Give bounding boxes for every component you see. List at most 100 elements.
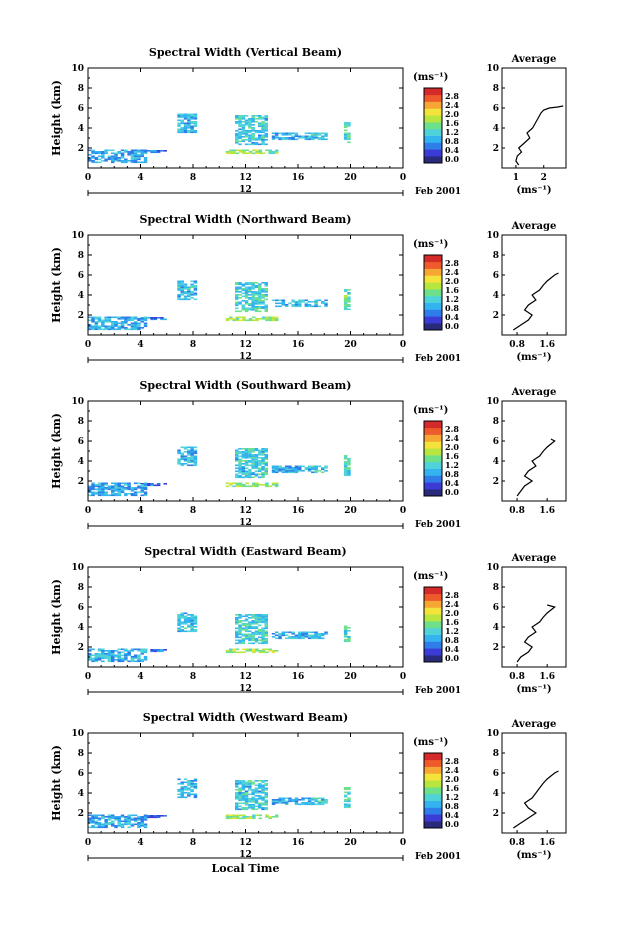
heatmap-cell <box>193 125 198 128</box>
heatmap-cell <box>232 149 236 152</box>
heatmap-cell <box>187 795 191 797</box>
heatmap-cell <box>180 793 184 796</box>
heatmap-cell <box>241 463 246 465</box>
y-tick-label: 10 <box>71 397 84 407</box>
heatmap-cell <box>264 624 268 627</box>
heatmap-cell <box>143 151 148 153</box>
heatmap-cell <box>180 796 184 799</box>
heatmap-cell <box>284 138 289 141</box>
heatmap-cell <box>91 488 95 491</box>
heatmap-cell <box>111 825 115 827</box>
heatmap-cell <box>130 151 135 153</box>
heatmap-cell <box>238 464 242 467</box>
heatmap-cell <box>301 301 305 303</box>
heatmap-cell <box>177 463 181 465</box>
heatmap-cell <box>130 488 135 491</box>
heatmap-cell <box>127 820 131 823</box>
heatmap-cell <box>301 802 305 804</box>
heatmap-cell <box>343 126 348 129</box>
heatmap-cell <box>271 135 276 138</box>
heatmap-cell <box>117 656 121 658</box>
heatmap-cell <box>343 302 348 305</box>
heatmap-cell <box>177 461 181 464</box>
colorbar-segment <box>424 156 442 164</box>
heatmap-cell <box>343 791 348 794</box>
heatmap-cell <box>229 814 233 817</box>
heatmap-cell <box>264 307 268 310</box>
heatmap-cell <box>193 615 198 618</box>
heatmap-cell <box>187 295 191 298</box>
heatmap-cells <box>88 446 351 497</box>
heatmap-cell <box>111 491 115 494</box>
heatmap-cell <box>291 135 295 138</box>
heatmap-cell <box>347 141 351 144</box>
heatmap-cell <box>321 468 325 471</box>
heatmap-cell <box>264 458 268 461</box>
heatmap-cell <box>235 635 239 637</box>
heatmap-cell <box>153 815 158 817</box>
heatmap-cell <box>94 325 99 328</box>
heatmap-cell <box>288 132 292 135</box>
heatmap-cell <box>133 654 138 657</box>
heatmap-cell <box>254 130 259 132</box>
heatmap-cell <box>265 316 269 319</box>
heatmap-cell <box>150 484 154 487</box>
heatmap-cell <box>244 133 249 135</box>
heatmap-cell <box>261 125 265 128</box>
heatmap-cell <box>187 118 191 120</box>
heatmap-cell <box>190 130 194 132</box>
average-frame <box>501 234 567 336</box>
heatmap-cell <box>235 798 239 800</box>
colorbar-tick-label: 1.2 <box>445 460 459 470</box>
heatmap-cell <box>347 627 351 629</box>
heatmap-cell <box>248 786 252 788</box>
heatmap-cell <box>232 318 236 320</box>
heatmap-cell <box>183 292 188 295</box>
heatmap-cell <box>225 814 230 817</box>
heatmap-cell <box>143 825 148 827</box>
heatmap-cell <box>288 636 292 638</box>
heatmap-cell <box>317 803 322 806</box>
heatmap-cell <box>124 656 128 658</box>
heatmap-cell <box>288 134 292 136</box>
heatmap-cell <box>324 138 328 141</box>
heatmap-cell <box>114 490 118 492</box>
heatmap-cell <box>88 328 92 331</box>
heatmap-cell <box>264 802 268 805</box>
heatmap-cell <box>133 494 138 497</box>
heatmap-cell <box>193 793 198 796</box>
heatmap-cell <box>248 485 253 488</box>
x-tick-label: 0 <box>400 506 406 516</box>
heatmap-cell <box>97 155 102 158</box>
heatmap-cell <box>120 321 125 323</box>
heatmap-cell <box>120 155 125 158</box>
heatmap-cell <box>133 493 138 495</box>
heatmap-cell <box>140 488 144 491</box>
heatmap-cell <box>242 817 246 820</box>
heatmap-cell <box>251 783 255 785</box>
heatmap-cell <box>324 302 328 305</box>
heatmap-cell <box>311 468 315 471</box>
heatmap-cell <box>133 316 138 319</box>
heatmap-cell <box>307 138 312 141</box>
heatmap-cell <box>94 653 99 655</box>
heatmap-cell <box>104 151 108 153</box>
heatmap-cell <box>193 623 198 625</box>
heatmap-cell <box>271 138 276 141</box>
heatmap-cell <box>278 137 282 139</box>
heatmap-cell <box>97 161 102 164</box>
heatmap-cell <box>183 786 188 788</box>
heatmap-cell <box>117 152 121 155</box>
heatmap-cell <box>254 641 259 643</box>
heatmap-cell <box>114 324 118 326</box>
heatmap-cell <box>244 283 249 286</box>
heatmap-cell <box>104 826 108 829</box>
heatmap-cell <box>94 327 99 329</box>
heatmap-cell <box>251 133 255 135</box>
heatmap-cell <box>187 121 191 123</box>
heatmap-cell <box>187 454 191 456</box>
heatmap-cell <box>193 116 198 119</box>
heatmap-cell <box>241 285 246 287</box>
heatmap-cell <box>284 137 289 139</box>
